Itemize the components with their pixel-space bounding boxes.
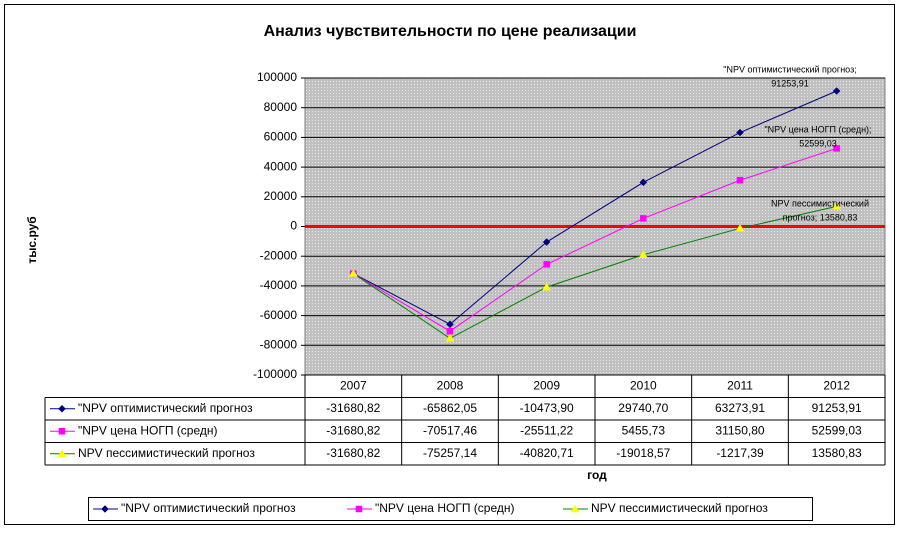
table-row-label: "NPV цена НОГП (средн) (78, 423, 217, 437)
legend-label: NPV пессимистический прогноз (591, 501, 768, 515)
marker (58, 428, 66, 435)
table-value: 91253,91 (812, 401, 862, 415)
marker (446, 327, 454, 335)
marker (639, 178, 648, 187)
table-value: 29740,70 (618, 401, 668, 415)
x-tick-label: 2012 (823, 378, 850, 392)
y-tick-label: 60000 (264, 130, 298, 144)
marker (348, 269, 358, 277)
end-label: 52599,03 (799, 138, 837, 148)
series-line (353, 90, 837, 325)
series-line (353, 205, 837, 339)
y-tick-label: -40000 (260, 278, 298, 292)
table-value: 31150,80 (715, 423, 764, 437)
table-value: -70517,46 (423, 423, 477, 437)
marker (446, 320, 454, 329)
legend-label: "NPV оптимистический прогноз (121, 501, 296, 515)
y-tick-label: 40000 (264, 159, 298, 173)
table-value: -31680,82 (326, 401, 380, 415)
table-row-label: NPV пессимистический прогноз (78, 446, 255, 460)
series-line (353, 147, 837, 332)
marker (355, 505, 363, 513)
table-value: -31680,82 (326, 423, 380, 437)
table-value: -65862,05 (423, 401, 477, 415)
table-value: -10473,90 (520, 401, 574, 415)
y-tick-label: -60000 (260, 308, 298, 322)
x-tick-label: 2007 (340, 378, 367, 392)
end-label: "NPV цена НОГП (средн); (764, 124, 871, 134)
table-value: -19018,57 (616, 446, 670, 460)
marker (735, 223, 745, 232)
legend-box (88, 497, 813, 521)
marker (736, 176, 744, 184)
table-value: 63273,91 (715, 401, 765, 415)
x-tick-label: 2010 (630, 378, 657, 392)
legend: "NPV оптимистический прогноз "NPV цена НО… (88, 497, 813, 521)
marker (736, 128, 744, 137)
table-value: -75257,14 (423, 446, 477, 460)
y-tick-label: -100000 (253, 367, 297, 381)
legend-label: "NPV цена НОГП (средн) (375, 501, 514, 515)
table-value: 5455,73 (622, 423, 666, 437)
x-axis-label: год (587, 468, 607, 482)
table-value: -40820,71 (520, 446, 574, 460)
marker (638, 250, 648, 258)
marker (542, 282, 552, 291)
table-value: 13580,83 (812, 446, 862, 460)
x-tick-label: 2011 (727, 378, 753, 392)
marker (57, 449, 67, 457)
marker (101, 505, 109, 513)
marker (58, 404, 66, 413)
table-value: -25511,22 (520, 423, 573, 437)
end-label: NPV пессимистический (771, 198, 869, 208)
y-tick-label: -80000 (260, 337, 298, 351)
y-tick-label: 80000 (264, 100, 298, 114)
end-label: "NPV оптимистический прогноз; (723, 64, 856, 74)
marker (832, 201, 842, 210)
marker (570, 504, 580, 513)
y-tick-label: 20000 (264, 189, 298, 203)
x-tick-label: 2009 (533, 378, 560, 392)
y-axis-label: тыс.руб (25, 216, 39, 263)
y-tick-label: 0 (290, 219, 297, 233)
marker (833, 145, 840, 152)
marker (445, 333, 455, 342)
table-value: -31680,82 (326, 446, 380, 460)
end-label: прогноз; 13580,83 (783, 212, 858, 222)
marker (832, 87, 841, 95)
table-value: -1217,39 (716, 446, 764, 460)
marker (640, 215, 647, 222)
marker (543, 261, 550, 268)
x-tick-label: 2008 (437, 378, 464, 392)
table-row-label: "NPV оптимистический прогноз (78, 401, 253, 415)
chart-title: Анализ чувствительности по цене реализац… (264, 23, 637, 40)
end-label: 91253,91 (771, 78, 809, 88)
marker (542, 238, 551, 246)
y-tick-label: -20000 (260, 248, 298, 262)
y-tick-label: 100000 (257, 70, 297, 84)
table-value: 52599,03 (812, 423, 862, 437)
